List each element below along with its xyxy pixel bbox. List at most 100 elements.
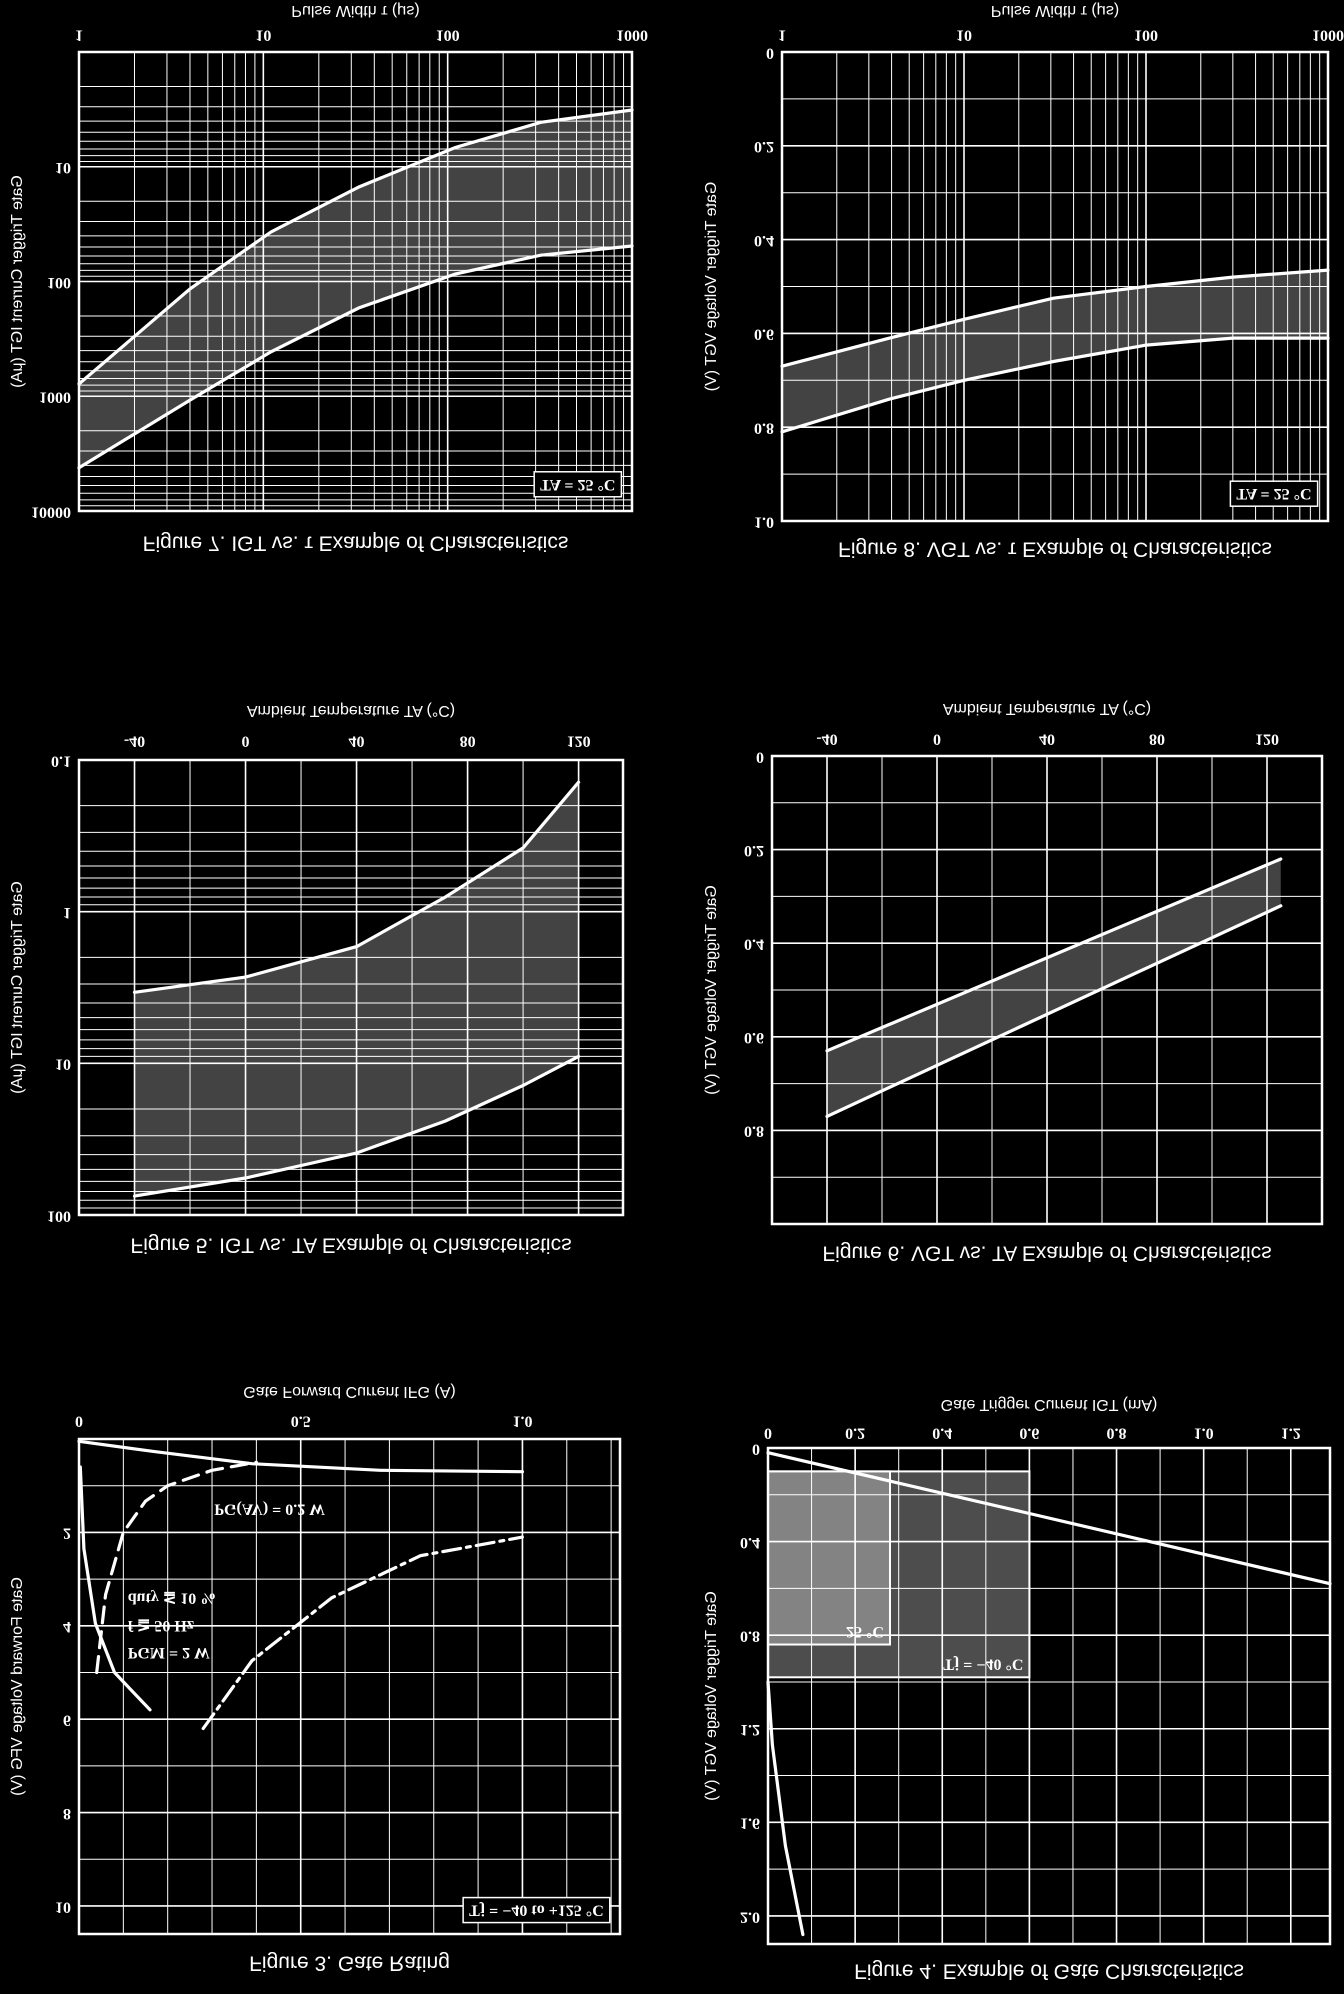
y-tick-label: 1.0	[754, 513, 774, 530]
curve	[825, 857, 1283, 1053]
y-axis-label: Gate Trigger Voltage VGT (V)	[703, 182, 720, 392]
y-tick-label: 10	[55, 159, 71, 176]
y-tick-label: 4	[63, 1618, 71, 1635]
x-tick-label: 120	[1255, 730, 1279, 747]
chart: 1 10 100 1000 10 100 1000 10000 TA = 25 °C Figure…	[9, 2, 648, 555]
annotation-box	[462, 1896, 611, 1924]
x-tick-label: 100	[1134, 26, 1158, 43]
x-tick-label: 1.2	[1281, 1424, 1301, 1441]
x-tick-label: 0.2	[845, 1424, 865, 1441]
y-tick-label: 0.8	[740, 1627, 760, 1644]
y-tick-label: 0	[766, 44, 774, 61]
y-tick-label: 1000	[39, 389, 71, 406]
curve	[132, 1054, 581, 1198]
annotation-box	[1229, 480, 1319, 507]
y-tick-label: 2	[63, 1525, 71, 1542]
x-tick-label: 100	[436, 26, 460, 43]
y-tick-label: 0.6	[754, 326, 774, 343]
x-tick-label: 80	[460, 732, 476, 749]
y-axis-label: Gate Forward Voltage VFG (V)	[9, 1577, 26, 1796]
x-tick-label: -40	[816, 730, 837, 747]
y-tick-label: 0.1	[51, 752, 71, 769]
x-tick-label: 0.8	[1107, 1424, 1127, 1441]
annotation: f ≧ 50 Hz	[128, 1617, 194, 1634]
curve	[77, 244, 634, 470]
region-label: Tj = −40 °C	[943, 1656, 1023, 1673]
y-tick-label: 0.4	[740, 1534, 760, 1551]
y-tick-label: 100	[47, 274, 71, 291]
x-tick-label: 0.5	[291, 1412, 311, 1429]
curve	[766, 1680, 805, 1937]
y-tick-label: 0.8	[744, 1123, 764, 1140]
chart-title: Figure 5. IGT vs. TA Example of Characte…	[130, 1233, 571, 1256]
x-tick-label: 1.0	[512, 1412, 532, 1429]
plot-frame	[77, 50, 634, 513]
annotation: TA = 25 °C	[1236, 485, 1311, 502]
plot-frame	[780, 50, 1330, 523]
shaded-band	[827, 858, 1281, 1117]
region-label: 25 °C	[846, 1623, 884, 1640]
chart-title: Figure 8. VGT vs. τ Example of Character…	[838, 537, 1272, 560]
chart: 1 10 100 1000 0 0.2 0.4 0.6 0.8 1.0 TA = 25 °C Figu…	[703, 2, 1344, 561]
chart-title: Figure 6. VGT vs. TA Example of Characte…	[822, 1241, 1271, 1264]
plot-background	[79, 1439, 620, 1934]
x-tick-label: 10	[255, 26, 271, 43]
y-tick-label: 10	[55, 1898, 71, 1915]
y-axis-label: Gate Trigger Current IGT (μA)	[9, 175, 26, 388]
y-tick-label: 0.4	[744, 936, 764, 953]
curve	[780, 336, 1330, 434]
y-axis-label: Gate Trigger Voltage VGT (V)	[703, 1591, 720, 1801]
x-tick-label: 0	[75, 1412, 83, 1429]
annotation: PGM = 2 W	[128, 1644, 210, 1661]
y-tick-label: 0	[752, 1440, 760, 1457]
annotation: TA = 25 °C	[540, 476, 615, 493]
x-tick-label: 80	[1149, 730, 1165, 747]
x-tick-label: 1000	[616, 26, 648, 43]
x-tick-label: 1000	[1312, 26, 1344, 43]
x-tick-label: 0.4	[932, 1424, 952, 1441]
x-tick-label: 0.6	[1019, 1424, 1039, 1441]
y-tick-label: 0.2	[744, 842, 764, 859]
x-axis-label: Gate Forward Current IFG (A)	[243, 1383, 456, 1400]
curve	[825, 904, 1283, 1118]
x-tick-label: 0	[933, 730, 941, 747]
x-tick-label: 1	[75, 26, 83, 43]
x-tick-label: 10	[956, 26, 972, 43]
y-tick-label: 10	[55, 1056, 71, 1073]
y-tick-label: 0.4	[754, 232, 774, 249]
annotation: PG(AV) = 0.2 W	[214, 1501, 325, 1518]
y-tick-label: 1.6	[740, 1815, 760, 1832]
x-tick-label: 40	[1039, 730, 1055, 747]
curve	[77, 108, 634, 386]
chart-title: Figure 7. IGT vs. τ Example of Character…	[143, 531, 569, 554]
y-tick-label: 8	[63, 1805, 71, 1822]
y-tick-label: 2.0	[740, 1908, 760, 1925]
chart: -40 0 40 80 120 0.1 1 10 100 Figure 5. IGT vs. TA…	[9, 702, 625, 1256]
chart-title: Figure 3. Gate Rating	[249, 1951, 450, 1974]
x-tick-label: 1	[778, 26, 786, 43]
plot-frame	[77, 758, 625, 1217]
y-tick-label: 0.8	[754, 420, 774, 437]
x-axis-label: Pulse Width τ (μs)	[991, 2, 1119, 19]
annotation: duty ≦ 10 %	[128, 1590, 217, 1607]
y-tick-label: 1	[63, 904, 71, 921]
curve	[201, 1535, 524, 1731]
region	[767, 1470, 891, 1646]
x-axis-label: Pulse Width τ (μs)	[291, 2, 419, 19]
plot-frame	[770, 754, 1324, 1226]
x-tick-label: 0	[764, 1424, 772, 1441]
y-tick-label: 1.2	[740, 1721, 760, 1738]
chart: -40 0 40 80 120 0 0.2 0.4 0.6 0.8 Figure 6. VGT vs…	[703, 700, 1324, 1264]
plot-frame	[77, 1437, 622, 1936]
x-axis-label: Ambient Temperature TA (°C)	[247, 702, 455, 719]
chart-title: Figure 4. Example of Gate Characteristic…	[854, 1959, 1244, 1982]
y-tick-label: 0.6	[744, 1029, 764, 1046]
x-tick-label: -40	[124, 732, 145, 749]
x-tick-label: 0	[242, 732, 250, 749]
annotation-box	[533, 471, 623, 498]
curve	[77, 1439, 524, 1474]
annotation: Tj = −40 to +125 °C	[469, 1902, 604, 1919]
chart: 0 0.5 1.0 2 4 6 8 10 PGM = 2 W f ≧ 50 Hz duty ≦ 10…	[9, 1383, 622, 1974]
